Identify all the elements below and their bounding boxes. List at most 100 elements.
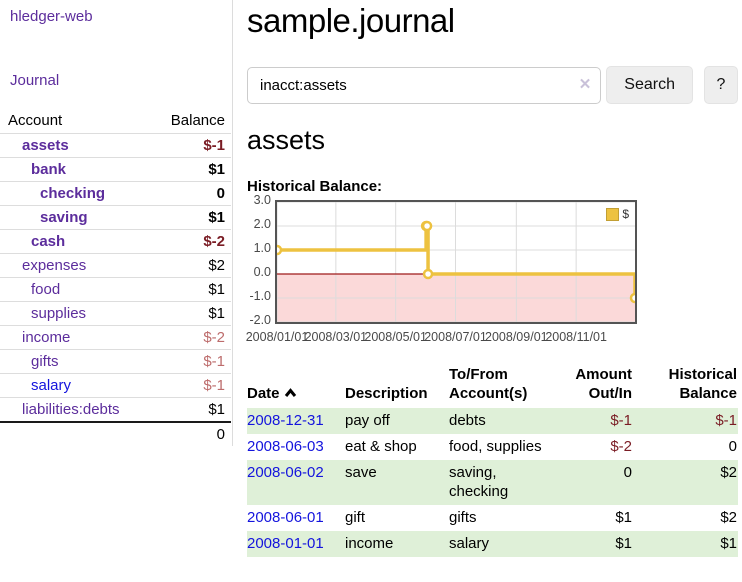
accounts-table: Account Balance assets $-1 bank $1 check… [0, 109, 231, 446]
clear-search-icon[interactable]: ✕ [578, 75, 592, 93]
sort-ascending-icon [284, 388, 296, 397]
transaction-description: income [345, 535, 394, 552]
account-balance: $-1 [153, 133, 231, 158]
search-input[interactable] [247, 66, 602, 104]
account-row: salary $-1 [0, 373, 231, 398]
account-balance: $1 [153, 301, 231, 326]
account-link-assets[interactable]: assets [22, 137, 69, 154]
historical-balance-chart: 3.0 2.0 1.0 0.0 -1.0 -2.0 $ 2008/01/01 2008/03… [245, 193, 738, 346]
account-balance: $-2 [153, 229, 231, 254]
transaction-row: 2008-06-03 eat & shop food, supplies $-2… [247, 434, 738, 460]
x-tick-label: 2008/11/01 [545, 330, 607, 344]
column-header-amount: Amount Out/In [575, 366, 632, 402]
account-link-income[interactable]: income [22, 329, 71, 346]
accounts-total-row: 0 [0, 422, 231, 446]
column-header-date[interactable]: Date [247, 363, 345, 408]
data-point [422, 268, 434, 280]
account-link-cash[interactable]: cash [31, 233, 66, 250]
register-header-row: Date Description To/From Account(s) Amou… [247, 363, 738, 408]
account-row: liabilities:debts $1 [0, 397, 231, 423]
transaction-amount: $1 [615, 535, 632, 552]
transaction-balance: $2 [720, 509, 737, 526]
account-balance: $1 [153, 277, 231, 302]
account-link-supplies[interactable]: supplies [31, 305, 87, 322]
x-tick-label: 2008/05/01 [364, 330, 427, 344]
account-row: bank $1 [0, 157, 231, 182]
account-row: checking 0 [0, 181, 231, 206]
transaction-accounts: debts [449, 412, 486, 429]
account-row: saving $1 [0, 205, 231, 230]
column-header-description: Description [345, 385, 428, 402]
search-button[interactable]: Search [606, 66, 693, 104]
account-row: supplies $1 [0, 301, 231, 326]
transaction-amount: $-1 [610, 412, 632, 429]
account-balance: $1 [153, 157, 231, 182]
account-balance: 0 [153, 181, 231, 206]
y-tick-label: 0.0 [253, 265, 271, 279]
chart-title: Historical Balance: [247, 178, 383, 195]
transaction-row: 2008-06-02 save saving, checking 0 $2 [247, 460, 738, 505]
transaction-accounts: gifts [449, 509, 477, 526]
transaction-accounts: saving, checking [449, 464, 509, 500]
chart-legend: $ [604, 206, 631, 222]
main-content: sample.journal ✕ Search ? assets Histori… [245, 0, 738, 557]
account-row: assets $-1 [0, 133, 231, 158]
accounts-header-account: Account [8, 112, 63, 129]
legend-swatch-icon [606, 207, 620, 221]
register-table: Date Description To/From Account(s) Amou… [247, 363, 738, 557]
account-balance: $2 [153, 253, 231, 278]
account-row: food $1 [0, 277, 231, 302]
transaction-date-link[interactable]: 2008-06-02 [247, 464, 324, 481]
y-tick-label: 1.0 [253, 241, 271, 255]
data-point [277, 244, 283, 256]
transaction-date-link[interactable]: 2008-06-01 [247, 509, 324, 526]
y-tick-label: 2.0 [253, 217, 271, 231]
x-tick-label: 2008/03/01 [304, 330, 368, 344]
account-link-saving[interactable]: saving [40, 209, 88, 226]
account-row: income $-2 [0, 325, 231, 350]
account-link-liabilities-debts[interactable]: liabilities:debts [22, 401, 120, 418]
legend-label: $ [622, 207, 629, 221]
accounts-total: 0 [216, 426, 225, 443]
brand-link[interactable]: hledger-web [10, 8, 93, 25]
transaction-date-link[interactable]: 2008-01-01 [247, 535, 324, 552]
account-balance: $1 [153, 397, 231, 423]
transaction-description: gift [345, 509, 366, 526]
y-tick-label: -2.0 [249, 313, 271, 327]
plot-area: $ [275, 200, 637, 324]
account-balance: $-2 [153, 325, 231, 350]
transaction-description: save [345, 464, 377, 481]
account-link-gifts[interactable]: gifts [31, 353, 59, 370]
account-link-salary[interactable]: salary [31, 377, 72, 394]
account-link-expenses[interactable]: expenses [22, 257, 87, 274]
accounts-header-balance: Balance [170, 112, 225, 129]
account-link-checking[interactable]: checking [40, 185, 106, 202]
transaction-row: 2008-12-31 pay off debts $-1 $-1 [247, 408, 738, 434]
account-balance: $1 [153, 205, 231, 230]
account-link-food[interactable]: food [31, 281, 61, 298]
transaction-row: 2008-06-01 gift gifts $1 $2 [247, 505, 738, 531]
column-header-tofrom: To/From Account(s) [449, 366, 528, 402]
x-tick-label: 2008/01/01 [245, 330, 309, 344]
sidebar-item-journal[interactable]: Journal [10, 72, 60, 89]
account-row: expenses $2 [0, 253, 231, 278]
y-tick-label: -1.0 [249, 289, 271, 303]
transaction-description: eat & shop [345, 438, 417, 455]
account-balance: $-1 [153, 349, 231, 374]
transaction-date-link[interactable]: 2008-06-03 [247, 438, 324, 455]
transaction-row: 2008-01-01 income salary $1 $1 [247, 531, 738, 557]
transaction-date-link[interactable]: 2008-12-31 [247, 412, 324, 429]
sidebar: hledger-web Journal Account Balance asse… [0, 0, 233, 446]
account-row: gifts $-1 [0, 349, 231, 374]
transaction-amount: 0 [623, 464, 632, 481]
transaction-description: pay off [345, 412, 390, 429]
transaction-amount: $1 [615, 509, 632, 526]
transaction-accounts: food, supplies [449, 438, 542, 455]
x-tick-label: 2008/09/01 [485, 330, 548, 344]
column-header-balance: Historical Balance [668, 366, 737, 402]
page-title: sample.journal [247, 2, 455, 39]
help-button[interactable]: ? [703, 66, 738, 104]
account-link-bank[interactable]: bank [31, 161, 67, 178]
data-point [421, 220, 433, 232]
search-form: ✕ Search ? [247, 66, 738, 104]
